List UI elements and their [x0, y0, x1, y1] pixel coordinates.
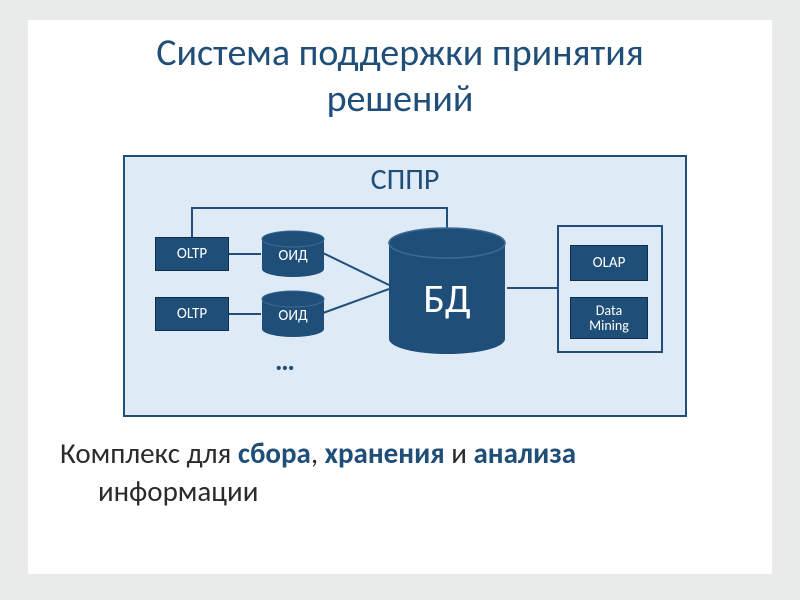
edge-oid-db: [323, 239, 393, 329]
node-olap: OLAP: [570, 245, 648, 281]
caption-w2: хранения: [325, 435, 445, 471]
edge-bracket-v2: [446, 207, 448, 229]
caption-w1: сбора: [238, 435, 311, 471]
edge-oltp1-oid1: [229, 253, 261, 255]
edge-oltp2-oid2: [229, 313, 261, 315]
node-oltp-1: OLTP: [155, 237, 229, 271]
node-oltp-1-label: OLTP: [177, 246, 207, 263]
node-db: БД: [387, 227, 507, 357]
caption-line2: информации: [60, 473, 742, 511]
diagram-title: СППР: [125, 161, 685, 198]
node-dm-label: DataMining: [589, 303, 629, 334]
node-db-label: БД: [423, 274, 470, 323]
edge-bracket-h: [191, 207, 448, 209]
slide: Система поддержки принятиярешений СППР O…: [28, 20, 772, 574]
node-oltp-2: OLTP: [155, 297, 229, 331]
diagram-container: СППР OLTP OLTP ОИД ОИД: [123, 155, 687, 417]
node-oid-1: ОИД: [261, 230, 325, 280]
node-oid-2: ОИД: [261, 290, 325, 340]
node-oltp-2-label: OLTP: [177, 306, 207, 323]
edge-bracket-v1: [191, 207, 193, 237]
caption-sep1: ,: [311, 435, 325, 471]
edge-db-right: [507, 287, 557, 289]
node-oid-1-label: ОИД: [278, 247, 308, 265]
caption-sep2: и: [445, 435, 474, 471]
caption: Комплекс для сбора, хранения и анализа и…: [60, 435, 742, 510]
page-title: Система поддержки принятиярешений: [28, 30, 772, 123]
node-oid-2-label: ОИД: [278, 307, 308, 325]
node-data-mining: DataMining: [570, 297, 648, 339]
ellipsis: …: [275, 343, 295, 378]
title-line1: Система поддержки принятиярешений: [156, 30, 644, 122]
node-olap-label: OLAP: [593, 255, 626, 272]
caption-prefix: Комплекс для: [60, 435, 238, 471]
caption-w3: анализа: [473, 435, 576, 471]
